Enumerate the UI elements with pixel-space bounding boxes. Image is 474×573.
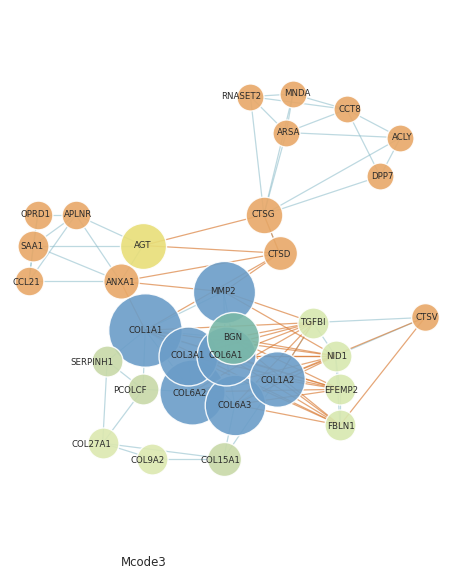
Point (139, 241, 147, 250)
Point (72, 210, 80, 219)
Text: MMP2: MMP2 (210, 287, 236, 296)
Point (220, 454, 228, 463)
Point (103, 356, 111, 366)
Text: ANXA1: ANXA1 (106, 278, 136, 287)
Text: BGN: BGN (223, 333, 242, 343)
Point (99, 439, 107, 448)
Point (376, 171, 384, 180)
Text: SAA1: SAA1 (20, 242, 44, 251)
Text: OPRD1: OPRD1 (20, 210, 51, 219)
Point (34, 210, 42, 219)
Text: CTSG: CTSG (251, 210, 275, 219)
Text: DPP7: DPP7 (371, 172, 394, 180)
Text: PCOLCF: PCOLCF (113, 386, 146, 395)
Text: MNDA: MNDA (284, 89, 310, 98)
Text: RNASET2: RNASET2 (221, 92, 262, 101)
Point (231, 400, 238, 409)
Text: ACLY: ACLY (392, 133, 413, 142)
Text: CTSD: CTSD (268, 250, 291, 259)
Text: AGT: AGT (134, 241, 152, 250)
Text: ARSA: ARSA (277, 128, 300, 137)
Text: COL9A2: COL9A2 (130, 456, 164, 465)
Point (189, 387, 196, 397)
Text: COL1A2: COL1A2 (260, 375, 294, 384)
Point (336, 384, 344, 394)
Point (148, 454, 156, 463)
Point (310, 318, 317, 327)
Point (421, 313, 429, 322)
Text: TGFBI: TGFBI (301, 318, 327, 327)
Text: SERPINH1: SERPINH1 (70, 358, 113, 367)
Point (220, 287, 228, 296)
Point (260, 210, 268, 219)
Point (283, 128, 290, 137)
Point (117, 277, 124, 286)
Point (336, 421, 344, 430)
Point (276, 249, 283, 258)
Text: COL15A1: COL15A1 (200, 456, 240, 465)
Point (222, 351, 229, 360)
Text: Mcode3: Mcode3 (121, 556, 167, 570)
Text: CTSV: CTSV (416, 313, 438, 322)
Point (29, 241, 37, 250)
Point (246, 92, 254, 101)
Point (397, 133, 404, 142)
Point (289, 89, 297, 99)
Text: CCT8: CCT8 (338, 105, 361, 114)
Text: NID1: NID1 (326, 352, 347, 362)
Point (343, 105, 350, 114)
Text: COL6A1: COL6A1 (209, 351, 243, 360)
Text: APLNR: APLNR (64, 210, 92, 219)
Text: COL3A1: COL3A1 (171, 351, 205, 360)
Text: FBLN1: FBLN1 (327, 422, 355, 431)
Text: COL6A2: COL6A2 (173, 389, 207, 398)
Point (184, 351, 191, 360)
Point (25, 277, 33, 286)
Text: CCL21: CCL21 (13, 278, 40, 287)
Point (141, 325, 149, 335)
Point (229, 333, 237, 343)
Point (332, 351, 339, 360)
Text: COL1A1: COL1A1 (128, 325, 163, 335)
Point (273, 374, 281, 383)
Point (139, 384, 147, 394)
Text: COL6A3: COL6A3 (218, 401, 252, 410)
Text: COL27A1: COL27A1 (72, 440, 111, 449)
Text: EFEMP2: EFEMP2 (324, 386, 358, 395)
